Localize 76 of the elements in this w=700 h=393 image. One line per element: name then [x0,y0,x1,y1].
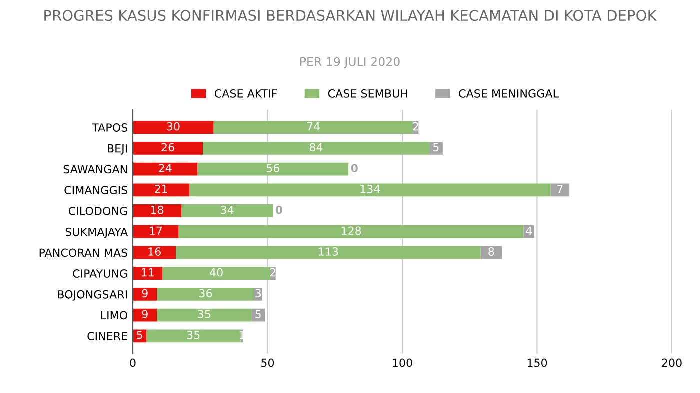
y-tick-label: BOJONGSARI [58,290,128,301]
x-tick-label: 150 [528,358,548,368]
bar [429,142,443,155]
data-label: 3 [256,289,261,298]
x-tick-label: 200 [662,358,682,368]
bar [203,142,430,155]
y-tick-label: CINERE [88,332,128,341]
bar [133,162,198,176]
bar [162,267,270,280]
bar [190,184,551,197]
bar [214,121,414,134]
y-tick-label: SUKMAJAYA [66,228,128,238]
data-label: 26 [162,143,174,152]
data-label: 11 [142,268,154,277]
legend-label: CASE AKTIF [214,89,278,98]
data-label: 8 [488,248,494,256]
legend-label: CASE MENINGGAL [459,89,559,98]
bar [133,308,158,322]
bar [176,246,481,260]
y-tick-label: CIMANGGIS [64,186,128,195]
y-tick-label: CILODONG [68,206,128,216]
data-label: 5 [434,143,439,152]
bar [198,162,349,176]
data-label: 17 [150,226,162,235]
x-tick-label: 100 [393,358,412,368]
y-tick-label: BEJI [108,144,128,155]
data-label: 134 [360,184,380,194]
y-tick-label: LIMO [101,311,128,320]
bar [550,184,570,197]
bar [133,121,214,134]
data-label: 84 [310,143,323,152]
data-label: 56 [266,164,280,173]
legend-label: CASE SEMBUH [328,89,408,98]
data-label: 4 [526,226,532,235]
y-tick-label: TAPOS [92,124,128,132]
bar [146,330,241,343]
data-label: 2 [413,122,418,131]
data-label: 7 [558,185,563,194]
data-label: 0 [276,206,282,214]
bar [133,225,179,238]
bar [157,308,252,322]
data-label: 113 [319,248,338,256]
chart-subtitle: PER 19 JULI 2020 [300,57,400,68]
bar [178,225,524,238]
bar [133,184,190,197]
x-tick-label: 0 [130,358,136,368]
bar [157,288,254,301]
data-label: 9 [142,289,148,298]
data-label: 21 [155,184,168,194]
data-label: 35 [187,330,200,340]
data-label: 30 [167,122,180,131]
bar [133,267,163,280]
data-label: 2 [270,268,276,277]
data-label: 0 [351,164,358,173]
bar [133,142,204,155]
bar [182,204,274,218]
y-tick-label: CIPAYUNG [73,270,128,278]
bar [133,204,182,218]
y-tick-label: PANCORAN MAS [40,248,128,258]
data-label: 16 [148,248,161,256]
data-label: 40 [210,268,223,277]
chart-title: PROGRES KASUS KONFIRMASI BERDASARKAN WILAYAH KECAMATAN DI KOTA DEPOK [44,10,658,22]
bar [252,308,266,322]
data-label: 74 [307,122,320,131]
bar [133,288,158,301]
data-label: 35 [198,310,211,319]
data-label: 34 [221,206,234,214]
y-tick-label: SAWANGAN [64,165,128,174]
data-label: 18 [151,206,164,214]
data-label: 5 [137,331,142,340]
data-label: 24 [159,164,172,172]
x-tick-label: 50 [262,358,274,368]
data-label: 128 [342,226,362,236]
data-label: 9 [142,310,148,319]
data-label: 5 [256,310,261,319]
data-label: 36 [200,289,212,298]
